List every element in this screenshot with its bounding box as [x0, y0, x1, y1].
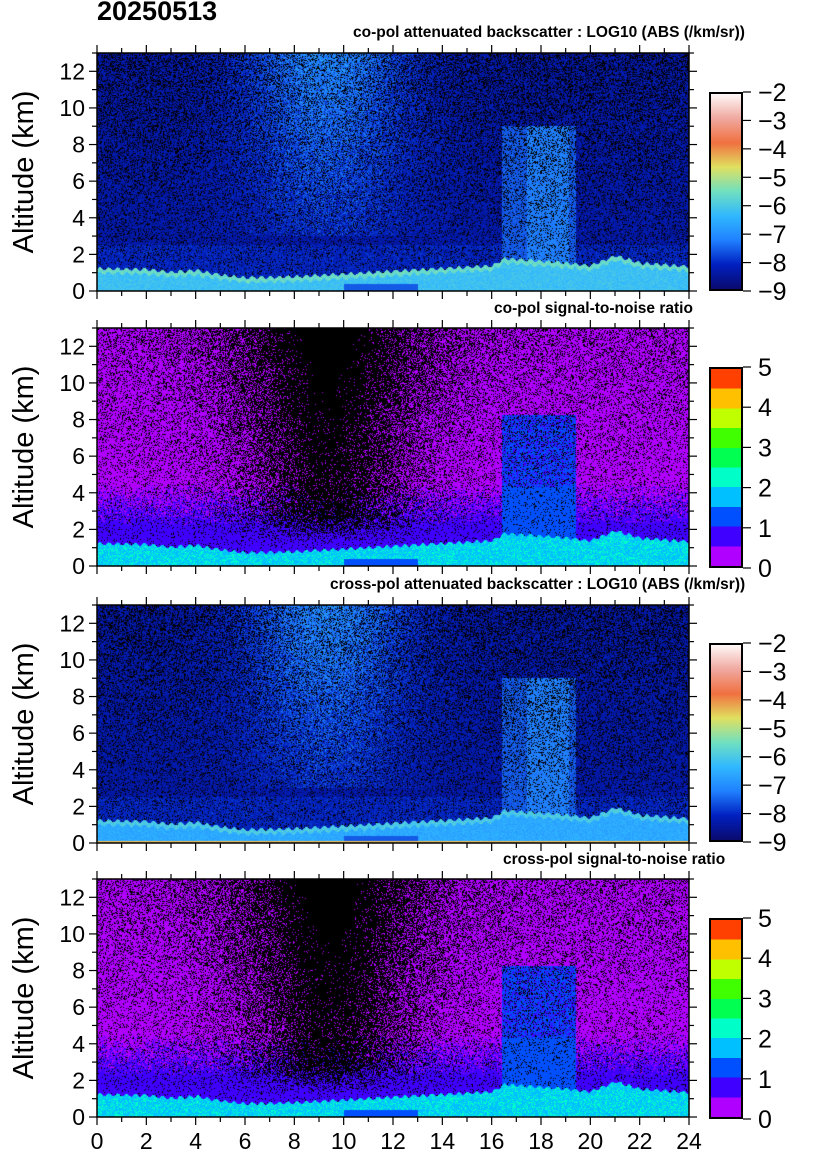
colorbar-tick-label: 1	[758, 515, 772, 543]
x-tick-label: 6	[239, 1128, 252, 1154]
y-axis-label: Altitude (km)	[8, 366, 40, 529]
y-axis-label: Altitude (km)	[8, 91, 40, 254]
heatmap-image	[97, 605, 689, 843]
panel-title: cross-pol signal-to-noise ratio	[503, 851, 726, 868]
plot-frame	[96, 604, 690, 844]
heatmap-image	[97, 53, 689, 291]
colorbar-tick-label: 3	[758, 985, 772, 1013]
y-tick-label: 6	[72, 720, 85, 746]
y-tick-label: 4	[72, 480, 85, 506]
y-tick-label: 4	[72, 757, 85, 783]
colorbar-tick-label: 5	[758, 354, 772, 382]
heatmap-image	[97, 879, 689, 1117]
colorbar-tick-label: 0	[758, 1106, 772, 1134]
plot-frame	[96, 878, 690, 1118]
x-tick-label: 2	[140, 1128, 153, 1154]
colorbar-tick-label: −2	[758, 630, 787, 658]
colorbar-tick-label: 2	[758, 475, 772, 503]
y-axis-label: Altitude (km)	[8, 917, 40, 1080]
y-tick-label: 8	[72, 407, 85, 433]
y-tick-label: 2	[72, 516, 85, 542]
plot-frame	[96, 52, 690, 292]
colorbar-tick-label: 0	[758, 555, 772, 583]
colorbar-tick-label: −4	[758, 687, 787, 715]
x-tick-label: 16	[479, 1128, 505, 1154]
colorbar	[709, 92, 743, 291]
y-tick-label: 10	[59, 921, 85, 947]
colorbar-tick-label: −8	[758, 250, 787, 278]
colorbar-tick-label: 5	[758, 905, 772, 933]
x-tick-label: 10	[331, 1128, 357, 1154]
panel-title: cross-pol attenuated backscatter : LOG10…	[330, 576, 746, 593]
y-tick-label: 12	[59, 58, 85, 84]
x-tick-label: 4	[189, 1128, 202, 1154]
colorbar-tick-label: −9	[758, 829, 787, 857]
colorbar	[709, 918, 743, 1119]
colorbar-tick-label: −6	[758, 193, 787, 221]
y-axis-label: Altitude (km)	[8, 643, 40, 806]
colorbar-tick-label: −2	[758, 79, 787, 107]
y-tick-label: 0	[72, 1104, 85, 1130]
colorbar-tick-label: −6	[758, 744, 787, 772]
x-tick-label: 18	[528, 1128, 554, 1154]
colorbar-tick-label: 2	[758, 1026, 772, 1054]
colorbar	[709, 367, 743, 568]
colorbar-tick-label: 3	[758, 434, 772, 462]
colorbar-tick-label: −8	[758, 801, 787, 829]
x-tick-label: 24	[676, 1128, 702, 1154]
y-tick-label: 2	[72, 793, 85, 819]
heatmap-image	[97, 328, 689, 566]
y-tick-label: 10	[59, 647, 85, 673]
y-tick-label: 4	[72, 1031, 85, 1057]
y-tick-label: 12	[59, 333, 85, 359]
y-tick-label: 0	[72, 830, 85, 856]
x-tick-label: 20	[578, 1128, 604, 1154]
panel-title: co-pol signal-to-noise ratio	[494, 300, 693, 317]
y-tick-label: 6	[72, 443, 85, 469]
colorbar-tick-label: 4	[758, 945, 772, 973]
y-tick-label: 10	[59, 95, 85, 121]
x-tick-label: 14	[430, 1128, 456, 1154]
colorbar-tick-label: −5	[758, 715, 787, 743]
y-tick-label: 2	[72, 241, 85, 267]
colorbar-tick-label: −9	[758, 278, 787, 306]
panel-title: co-pol attenuated backscatter : LOG10 (A…	[353, 24, 745, 41]
x-tick-label: 0	[91, 1128, 104, 1154]
colorbar-tick-label: −4	[758, 136, 787, 164]
y-tick-label: 12	[59, 610, 85, 636]
y-tick-label: 0	[72, 278, 85, 304]
colorbar	[709, 643, 743, 842]
y-tick-label: 0	[72, 553, 85, 579]
x-tick-label: 8	[288, 1128, 301, 1154]
colorbar-tick-label: −3	[758, 658, 787, 686]
colorbar-tick-label: 4	[758, 394, 772, 422]
colorbar-tick-label: −3	[758, 107, 787, 135]
y-tick-label: 8	[72, 684, 85, 710]
y-tick-label: 6	[72, 168, 85, 194]
date-title: 20250513	[97, 0, 218, 26]
x-tick-label: 12	[380, 1128, 406, 1154]
y-tick-label: 8	[72, 132, 85, 158]
colorbar-tick-label: −7	[758, 772, 787, 800]
y-tick-label: 6	[72, 994, 85, 1020]
plot-frame	[96, 327, 690, 567]
y-tick-label: 2	[72, 1067, 85, 1093]
y-tick-label: 12	[59, 884, 85, 910]
y-tick-label: 8	[72, 958, 85, 984]
colorbar-tick-label: 1	[758, 1066, 772, 1094]
colorbar-tick-label: −5	[758, 164, 787, 192]
x-tick-label: 22	[627, 1128, 653, 1154]
y-tick-label: 10	[59, 370, 85, 396]
y-tick-label: 4	[72, 205, 85, 231]
colorbar-tick-label: −7	[758, 221, 787, 249]
